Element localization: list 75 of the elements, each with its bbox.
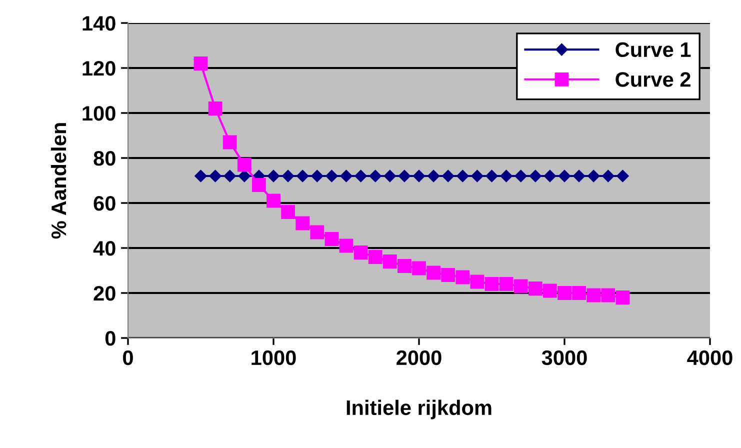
- y-tick-label: 40: [93, 241, 116, 256]
- x-tick-label: 4000: [687, 350, 732, 366]
- point: [282, 170, 294, 182]
- point: [426, 266, 440, 280]
- point: [222, 135, 237, 150]
- y-tick-label: 20: [94, 286, 116, 301]
- point: [398, 170, 411, 182]
- y-axis-title: % Aandelen: [50, 123, 66, 239]
- y-tick-label: 80: [94, 151, 116, 166]
- point: [354, 170, 367, 182]
- y-tick-label: 140: [82, 16, 116, 31]
- y-tick-label: 60: [94, 196, 116, 211]
- point: [296, 170, 309, 182]
- y-tick-label: 120: [82, 61, 116, 76]
- point: [237, 158, 252, 172]
- point: [384, 170, 396, 182]
- point: [499, 277, 514, 291]
- y-tick-label: 100: [82, 106, 116, 121]
- point: [324, 232, 339, 246]
- point: [412, 261, 426, 276]
- point: [252, 178, 266, 192]
- point: [558, 286, 572, 300]
- point: [442, 170, 454, 182]
- point: [412, 170, 426, 182]
- point: [543, 284, 557, 298]
- point: [427, 170, 440, 182]
- point: [529, 170, 542, 182]
- point: [586, 288, 601, 302]
- legend-label: Curve 2: [616, 72, 690, 87]
- x-tick-label: 3000: [542, 350, 587, 366]
- point: [602, 170, 614, 182]
- point: [470, 274, 484, 289]
- x-tick-label: 1000: [252, 350, 296, 366]
- point: [601, 288, 616, 302]
- x-axis-title: Initiele rijkdom: [346, 400, 492, 420]
- point: [441, 268, 456, 282]
- point: [340, 170, 352, 182]
- point: [208, 102, 222, 116]
- point: [326, 170, 338, 182]
- y-tick-label: 0: [105, 331, 116, 346]
- point: [369, 170, 382, 182]
- point: [266, 194, 280, 208]
- point: [572, 170, 586, 182]
- point: [311, 170, 324, 182]
- legend-label: Curve 1: [616, 42, 691, 58]
- x-tick-label: 0: [123, 350, 133, 366]
- point: [209, 170, 222, 182]
- point: [296, 216, 310, 230]
- point: [456, 170, 469, 182]
- point: [544, 170, 556, 182]
- point: [281, 205, 295, 219]
- point: [310, 225, 324, 240]
- point: [194, 56, 208, 70]
- point: [484, 277, 499, 291]
- point: [528, 282, 542, 296]
- point: [368, 250, 382, 264]
- point: [194, 170, 207, 182]
- point: [616, 290, 630, 304]
- point: [558, 170, 571, 182]
- point: [514, 279, 528, 294]
- point: [267, 170, 280, 182]
- x-tick-label: 2000: [396, 350, 442, 366]
- point: [339, 238, 354, 253]
- point: [514, 170, 527, 182]
- point: [354, 246, 368, 260]
- point: [224, 170, 236, 182]
- point: [456, 270, 470, 284]
- point: [471, 170, 484, 182]
- point: [398, 259, 412, 273]
- point: [382, 254, 397, 268]
- point: [500, 170, 512, 182]
- point: [588, 170, 600, 182]
- point: [616, 170, 629, 182]
- point: [486, 170, 498, 182]
- point: [572, 286, 586, 300]
